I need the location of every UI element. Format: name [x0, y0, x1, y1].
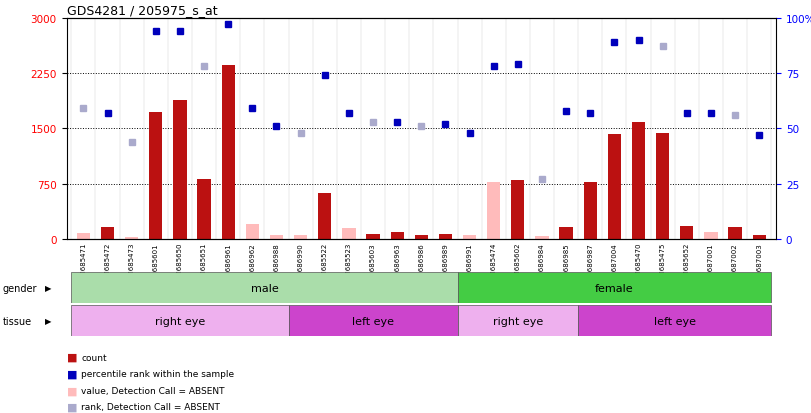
- Bar: [197, 179, 211, 240]
- Text: count: count: [81, 353, 107, 362]
- Bar: [584, 182, 597, 240]
- Text: ▶: ▶: [45, 284, 52, 292]
- Bar: [457, 273, 771, 304]
- Text: ■: ■: [67, 369, 77, 379]
- Bar: [318, 193, 332, 240]
- Bar: [125, 238, 139, 240]
- Bar: [414, 235, 428, 240]
- Text: GDS4281 / 205975_s_at: GDS4281 / 205975_s_at: [67, 5, 217, 17]
- Bar: [342, 229, 355, 240]
- Text: left eye: left eye: [352, 316, 394, 326]
- Text: female: female: [595, 283, 633, 293]
- Text: right eye: right eye: [493, 316, 543, 326]
- Bar: [101, 228, 114, 240]
- Bar: [463, 236, 476, 240]
- Bar: [680, 227, 693, 240]
- Bar: [391, 232, 404, 240]
- Text: gender: gender: [2, 283, 37, 293]
- Text: rank, Detection Call = ABSENT: rank, Detection Call = ABSENT: [81, 402, 220, 411]
- Bar: [221, 66, 235, 240]
- Text: male: male: [251, 283, 278, 293]
- Bar: [71, 306, 289, 337]
- Text: tissue: tissue: [2, 316, 32, 326]
- Bar: [149, 113, 162, 240]
- Text: ■: ■: [67, 352, 77, 362]
- Bar: [753, 236, 766, 240]
- Bar: [289, 306, 457, 337]
- Text: ■: ■: [67, 385, 77, 395]
- Bar: [367, 235, 380, 240]
- Bar: [71, 273, 457, 304]
- Bar: [607, 135, 621, 240]
- Bar: [439, 234, 452, 240]
- Text: value, Detection Call = ABSENT: value, Detection Call = ABSENT: [81, 386, 225, 395]
- Bar: [656, 133, 669, 240]
- Bar: [511, 180, 525, 240]
- Text: percentile rank within the sample: percentile rank within the sample: [81, 369, 234, 378]
- Bar: [704, 233, 718, 240]
- Text: left eye: left eye: [654, 316, 696, 326]
- Bar: [174, 101, 187, 240]
- Bar: [457, 306, 578, 337]
- Bar: [77, 234, 90, 240]
- Bar: [578, 306, 771, 337]
- Bar: [535, 237, 548, 240]
- Text: right eye: right eye: [155, 316, 205, 326]
- Bar: [246, 225, 259, 240]
- Bar: [487, 182, 500, 240]
- Bar: [270, 236, 283, 240]
- Bar: [728, 228, 742, 240]
- Bar: [632, 123, 646, 240]
- Bar: [294, 236, 307, 240]
- Bar: [560, 228, 573, 240]
- Text: ■: ■: [67, 402, 77, 412]
- Text: ▶: ▶: [45, 317, 52, 325]
